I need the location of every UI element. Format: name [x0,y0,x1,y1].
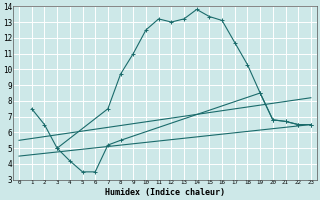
X-axis label: Humidex (Indice chaleur): Humidex (Indice chaleur) [105,188,225,197]
